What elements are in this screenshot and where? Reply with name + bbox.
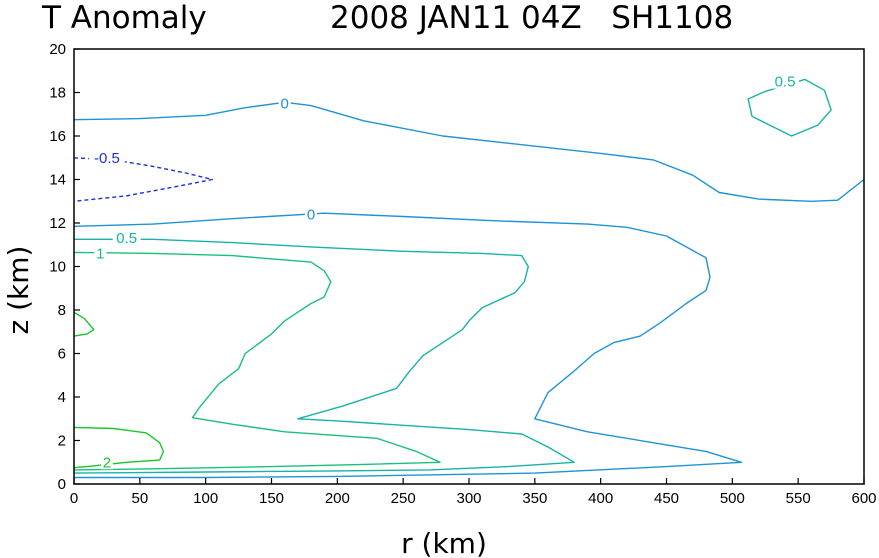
x-tick-label: 200 (325, 490, 350, 507)
x-tick-label: 350 (522, 490, 547, 507)
y-tick-label: 0 (58, 476, 66, 493)
y-tick-label: 2 (58, 433, 66, 450)
contour-line (73, 426, 165, 469)
contour-label: 0.5 (116, 230, 137, 247)
contour-label: 2 (103, 454, 111, 471)
contour-label-bg (112, 230, 141, 246)
x-axis: 0 50 100 150 200 250 300 350 400 450 500 550 600 (70, 478, 877, 507)
x-tick-label: 600 (851, 490, 876, 507)
y-tick-label: 16 (49, 128, 66, 145)
x-tick-label: 500 (720, 490, 745, 507)
contour-line (73, 238, 575, 474)
contour-lines (73, 78, 865, 479)
x-tick-label: 150 (259, 490, 284, 507)
contour-label-bg (88, 149, 125, 165)
x-tick-label: 400 (588, 490, 613, 507)
y-tick-label: 12 (49, 215, 66, 232)
y-tick-label: 6 (58, 346, 66, 363)
y-axis-label: z (km) (2, 246, 35, 335)
y-tick-label: 20 (49, 41, 66, 58)
contour-labels: 0 0 0.5 1 2 -0.5 0.5 (88, 73, 799, 471)
y-tick-label: 10 (49, 259, 66, 276)
contour-label: 0 (280, 95, 288, 112)
x-tick-label: 450 (654, 490, 679, 507)
contour-label-bg (305, 206, 317, 222)
y-tick-label: 14 (49, 172, 66, 189)
contour-line (73, 212, 743, 479)
x-tick-label: 0 (70, 490, 78, 507)
x-axis-label: r (km) (401, 527, 487, 558)
contour-line (73, 101, 865, 202)
contour-label: -0.5 (94, 150, 120, 167)
x-tick-label: 250 (391, 490, 416, 507)
x-tick-label: 300 (456, 490, 481, 507)
y-axis: 0 2 4 6 8 10 12 14 16 18 20 (49, 41, 80, 493)
x-tick-label: 50 (131, 490, 148, 507)
x-tick-label: 100 (193, 490, 218, 507)
contour-label: 0.5 (775, 74, 796, 91)
contour-label-bg (94, 245, 107, 261)
y-tick-label: 8 (58, 302, 66, 319)
x-tick-label: 550 (786, 490, 811, 507)
y-tick-label: 4 (58, 389, 66, 406)
y-tick-label: 18 (49, 85, 66, 102)
contour-line (73, 157, 213, 202)
chart-title-right: 2008 JAN11 04Z SH1108 (330, 0, 733, 36)
contour-label: 1 (96, 245, 104, 262)
plot-frame (73, 48, 865, 485)
contour-line (73, 311, 95, 337)
contour-line (73, 251, 441, 471)
contour-label-bg (100, 454, 113, 470)
contour-line (747, 78, 832, 137)
chart-title-left: T Anomaly (41, 0, 207, 36)
contour-label: 0 (307, 206, 315, 223)
contour-label-bg (771, 73, 799, 89)
contour-label-bg (278, 95, 291, 111)
